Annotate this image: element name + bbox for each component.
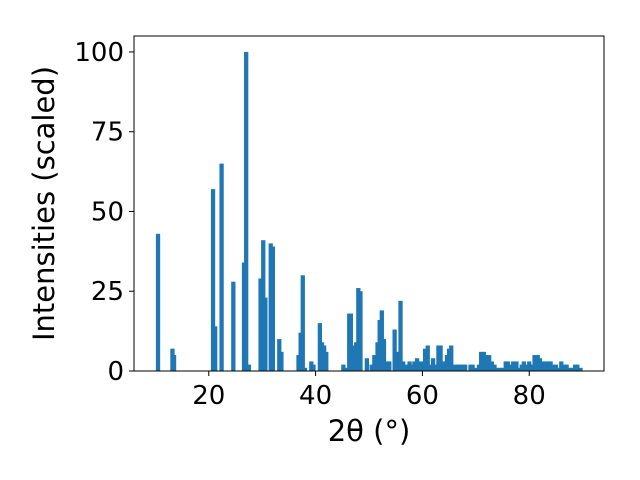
- bar: [476, 364, 482, 371]
- y-tick-label: 75: [91, 118, 124, 148]
- bar: [484, 355, 489, 371]
- bar: [481, 351, 486, 371]
- bar: [575, 364, 580, 371]
- bar: [392, 329, 397, 371]
- bar: [516, 367, 521, 371]
- bar: [559, 361, 564, 371]
- bar: [417, 361, 422, 371]
- bar: [441, 361, 446, 371]
- bar: [521, 361, 527, 371]
- bar: [511, 361, 516, 371]
- y-tick-label: 50: [91, 197, 124, 227]
- bar: [514, 361, 519, 371]
- bar: [409, 364, 414, 371]
- bar: [387, 361, 392, 371]
- bar: [350, 345, 356, 371]
- bar: [532, 355, 537, 371]
- y-tick-label: 0: [107, 357, 124, 387]
- bar: [219, 163, 224, 371]
- bar: [155, 233, 161, 371]
- bar: [348, 313, 353, 371]
- bar: [420, 361, 425, 371]
- x-tick-label: 80: [513, 381, 546, 411]
- bar: [470, 364, 475, 371]
- bar: [505, 361, 510, 371]
- bar: [543, 361, 548, 371]
- bar: [372, 355, 377, 371]
- y-tick-label: 25: [91, 277, 124, 307]
- bar: [398, 300, 403, 371]
- bar: [578, 367, 583, 371]
- y-axis: 0 25 50 75 100: [74, 38, 134, 387]
- y-tick-label: 100: [74, 38, 124, 68]
- x-axis: 20 40 60 80: [192, 371, 546, 411]
- bar: [369, 364, 374, 371]
- bar: [562, 364, 567, 371]
- bar: [270, 246, 275, 371]
- bar: [279, 351, 284, 371]
- bar: [438, 345, 443, 371]
- bar: [457, 364, 462, 371]
- bar: [553, 364, 559, 371]
- bar: [277, 339, 282, 371]
- bar: [573, 364, 578, 371]
- bar: [343, 367, 348, 371]
- bar: [452, 364, 457, 371]
- bar-series: [155, 51, 583, 371]
- bar: [404, 364, 409, 371]
- bar: [548, 361, 553, 371]
- bar: [495, 367, 500, 371]
- bar: [527, 361, 532, 371]
- x-tick-label: 60: [406, 381, 439, 411]
- bar: [463, 364, 468, 371]
- bar: [381, 339, 387, 371]
- bar: [263, 297, 268, 371]
- bar: [564, 364, 569, 371]
- bar: [324, 351, 329, 371]
- bar: [500, 367, 505, 371]
- bar: [401, 361, 406, 371]
- bar: [489, 361, 494, 371]
- x-axis-label: 2θ (°): [328, 414, 411, 448]
- bar: [430, 358, 436, 371]
- bar: [537, 358, 543, 371]
- bar: [449, 345, 454, 371]
- bar: [258, 278, 263, 371]
- bar: [422, 348, 428, 371]
- bar: [569, 367, 575, 371]
- x-tick-label: 20: [192, 381, 225, 411]
- bar: [412, 361, 417, 371]
- plot-frame: [133, 35, 605, 372]
- bar: [492, 364, 497, 371]
- bar: [231, 281, 236, 371]
- bar: [473, 367, 478, 371]
- y-axis-label: Intensities (scaled): [27, 66, 61, 341]
- bar: [395, 351, 400, 371]
- bar: [311, 364, 316, 371]
- bar: [246, 364, 251, 371]
- bar: [425, 345, 430, 371]
- bar: [479, 351, 484, 371]
- bar: [427, 364, 433, 371]
- x-tick-label: 40: [299, 381, 332, 411]
- bar: [210, 189, 216, 371]
- bar: [364, 358, 369, 371]
- bar: [171, 355, 177, 371]
- bar: [213, 326, 218, 371]
- bar: [358, 291, 363, 371]
- bar: [302, 367, 308, 371]
- bar: [300, 275, 305, 371]
- bar: [244, 51, 249, 371]
- bar: [487, 355, 492, 371]
